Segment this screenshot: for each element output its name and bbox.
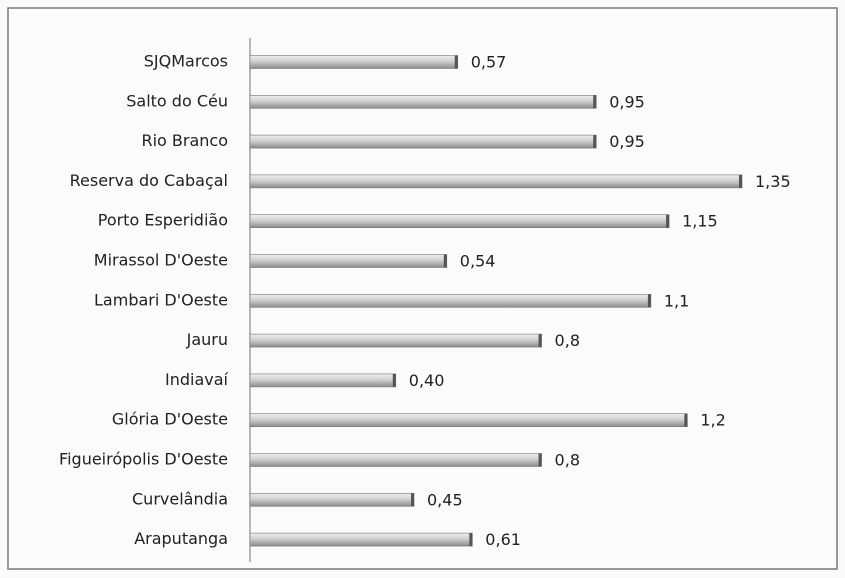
category-label: Glória D'Oeste [112, 410, 228, 429]
category-label: Lambari D'Oeste [94, 290, 228, 309]
bar [249, 134, 597, 149]
bar-end [454, 55, 458, 69]
value-label: 0,95 [609, 92, 645, 111]
category-label: SJQMarcos [144, 52, 228, 71]
value-label: 0,57 [471, 53, 507, 72]
value-label: 0,40 [409, 371, 445, 390]
value-label: 0,8 [555, 331, 580, 350]
value-label: 0,8 [555, 451, 580, 470]
category-label: Reserva do Cabaçal [70, 171, 228, 190]
bar-end [538, 334, 542, 348]
category-label: Porto Esperidião [98, 211, 228, 230]
value-label: 1,1 [664, 291, 689, 310]
bar [249, 333, 542, 348]
bar [249, 55, 459, 69]
bar [249, 453, 542, 467]
value-label: 1,15 [682, 212, 718, 231]
bar-end [411, 493, 414, 507]
category-label: Jauru [186, 330, 228, 349]
bar [249, 492, 415, 507]
bar [249, 532, 473, 547]
bar [249, 214, 670, 228]
category-label: Figueirópolis D'Oeste [59, 450, 228, 469]
value-label: 1,2 [700, 411, 725, 430]
value-label: 0,45 [427, 490, 463, 509]
category-label: Mirassol D'Oeste [94, 251, 228, 270]
bar-end [647, 294, 651, 308]
bar-end [593, 95, 597, 109]
bar [249, 174, 743, 189]
bar-end [443, 254, 447, 268]
category-label: Salto do Céu [126, 91, 228, 110]
value-label: 1,35 [755, 172, 791, 191]
bar-end [469, 533, 473, 547]
bar [249, 95, 597, 109]
bar-end [666, 214, 670, 228]
bar [249, 293, 652, 308]
bar [249, 373, 397, 388]
bar-end [684, 413, 688, 427]
bar-end [593, 135, 597, 149]
category-label: Curvelândia [132, 489, 228, 508]
bar [249, 254, 448, 268]
value-label: 0,54 [460, 252, 496, 271]
bar-end [538, 453, 542, 467]
value-label: 0,95 [609, 132, 645, 151]
category-label: Indiavaí [165, 370, 229, 389]
bar [249, 413, 688, 428]
bar-end [392, 373, 396, 387]
category-label: Araputanga [134, 529, 228, 548]
value-label: 0,61 [485, 530, 521, 549]
category-label: Rio Branco [141, 131, 228, 150]
bar-end [739, 174, 742, 188]
